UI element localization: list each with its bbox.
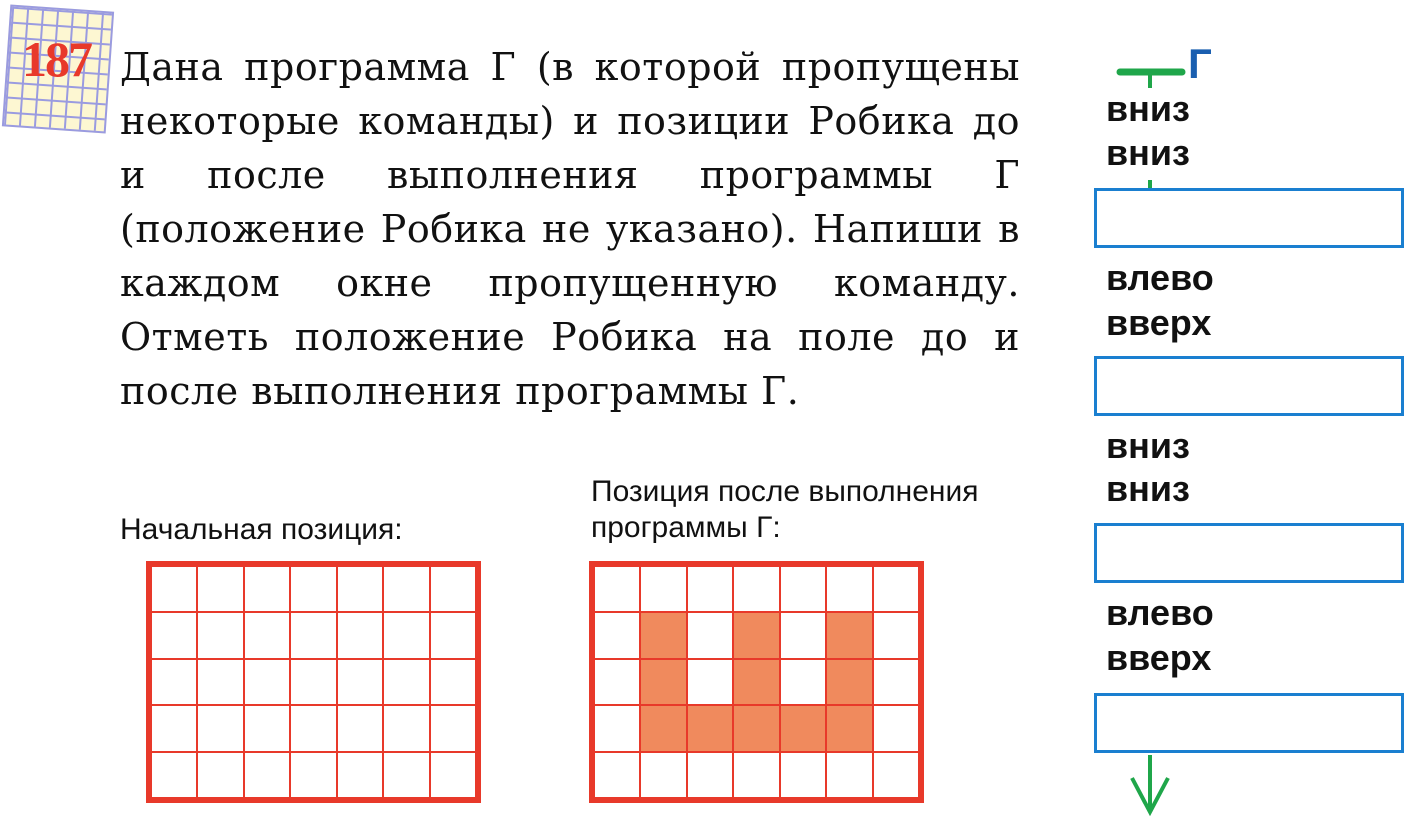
grid-cell[interactable] <box>242 565 292 614</box>
grid-cell[interactable] <box>778 704 828 753</box>
missing-command-box[interactable] <box>1094 188 1404 248</box>
grid-cell[interactable] <box>428 704 477 753</box>
final-position-label: Позиция после выполнения программы Г: <box>591 475 979 544</box>
grid-cell[interactable] <box>382 704 431 753</box>
grid-cell[interactable] <box>871 657 920 707</box>
grid-cell[interactable] <box>382 611 431 660</box>
grid-cell[interactable] <box>732 704 781 753</box>
grid-cell[interactable] <box>778 565 828 614</box>
grid-cell[interactable] <box>242 657 292 707</box>
missing-command-box[interactable] <box>1094 693 1404 753</box>
program-command: вверх <box>1106 302 1212 343</box>
grid-cell[interactable] <box>593 611 642 660</box>
grid-cell[interactable] <box>335 657 385 707</box>
grid-cell[interactable] <box>593 750 642 799</box>
final-position-grid[interactable] <box>589 561 924 803</box>
grid-cell[interactable] <box>335 750 385 799</box>
arrow-down-icon <box>1130 755 1170 817</box>
grid-cell[interactable] <box>685 611 735 660</box>
grid-cell[interactable] <box>150 750 199 799</box>
grid-cell[interactable] <box>825 565 874 614</box>
grid-cell[interactable] <box>242 750 292 799</box>
grid-cell[interactable] <box>825 611 874 660</box>
grid-cell[interactable] <box>732 750 781 799</box>
grid-cell[interactable] <box>289 565 338 614</box>
grid-cell[interactable] <box>639 704 688 753</box>
grid-cell[interactable] <box>639 611 688 660</box>
grid-cell[interactable] <box>593 657 642 707</box>
grid-cell[interactable] <box>382 750 431 799</box>
grid-cell[interactable] <box>382 565 431 614</box>
grid-cell[interactable] <box>335 704 385 753</box>
grid-cell[interactable] <box>685 704 735 753</box>
grid-cell[interactable] <box>639 750 688 799</box>
grid-cell[interactable] <box>778 611 828 660</box>
grid-cell[interactable] <box>150 657 199 707</box>
missing-command-box[interactable] <box>1094 356 1404 416</box>
grid-cell[interactable] <box>428 565 477 614</box>
program-command: влево <box>1106 257 1214 298</box>
grid-cell[interactable] <box>871 750 920 799</box>
initial-position-label: Начальная позиция: <box>120 513 403 546</box>
grid-cell[interactable] <box>593 565 642 614</box>
missing-command-box[interactable] <box>1094 523 1404 583</box>
grid-cell[interactable] <box>196 565 245 614</box>
grid-cell[interactable] <box>732 657 781 707</box>
grid-cell[interactable] <box>428 611 477 660</box>
program-command: вниз <box>1106 425 1190 466</box>
task-number: 187 <box>22 31 93 87</box>
grid-cell[interactable] <box>242 611 292 660</box>
grid-cell[interactable] <box>196 750 245 799</box>
program-name: Г <box>1188 40 1212 87</box>
grid-cell[interactable] <box>685 750 735 799</box>
grid-cell[interactable] <box>825 704 874 753</box>
task-text: Дана программа Г (в которой пропущены не… <box>120 45 1020 413</box>
grid-cell[interactable] <box>196 611 245 660</box>
grid-cell[interactable] <box>871 704 920 753</box>
grid-cell[interactable] <box>242 704 292 753</box>
grid-cell[interactable] <box>685 657 735 707</box>
grid-cell[interactable] <box>778 750 828 799</box>
grid-cell[interactable] <box>428 657 477 707</box>
initial-position-grid[interactable] <box>146 561 481 803</box>
grid-cell[interactable] <box>150 611 199 660</box>
grid-cell[interactable] <box>335 611 385 660</box>
grid-cell[interactable] <box>825 750 874 799</box>
grid-cell[interactable] <box>732 565 781 614</box>
grid-cell[interactable] <box>150 565 199 614</box>
grid-cell[interactable] <box>685 565 735 614</box>
grid-cell[interactable] <box>196 704 245 753</box>
grid-cell[interactable] <box>335 565 385 614</box>
program-command: вниз <box>1106 132 1190 173</box>
program-command: вверх <box>1106 637 1212 678</box>
grid-cell[interactable] <box>871 565 920 614</box>
program-command: вниз <box>1106 468 1190 509</box>
grid-cell[interactable] <box>871 611 920 660</box>
grid-cell[interactable] <box>289 657 338 707</box>
grid-cell[interactable] <box>825 657 874 707</box>
program-flow-line <box>1116 68 1186 817</box>
grid-cell[interactable] <box>593 704 642 753</box>
program-command: вниз <box>1106 88 1190 129</box>
grid-cell[interactable] <box>196 657 245 707</box>
program-command: влево <box>1106 592 1214 633</box>
grid-cell[interactable] <box>150 704 199 753</box>
grid-cell[interactable] <box>778 657 828 707</box>
grid-cell[interactable] <box>289 704 338 753</box>
grid-cell[interactable] <box>732 611 781 660</box>
grid-cell[interactable] <box>289 750 338 799</box>
grid-cell[interactable] <box>289 611 338 660</box>
grid-cell[interactable] <box>428 750 477 799</box>
grid-cell[interactable] <box>639 565 688 614</box>
grid-cell[interactable] <box>639 657 688 707</box>
grid-cell[interactable] <box>382 657 431 707</box>
